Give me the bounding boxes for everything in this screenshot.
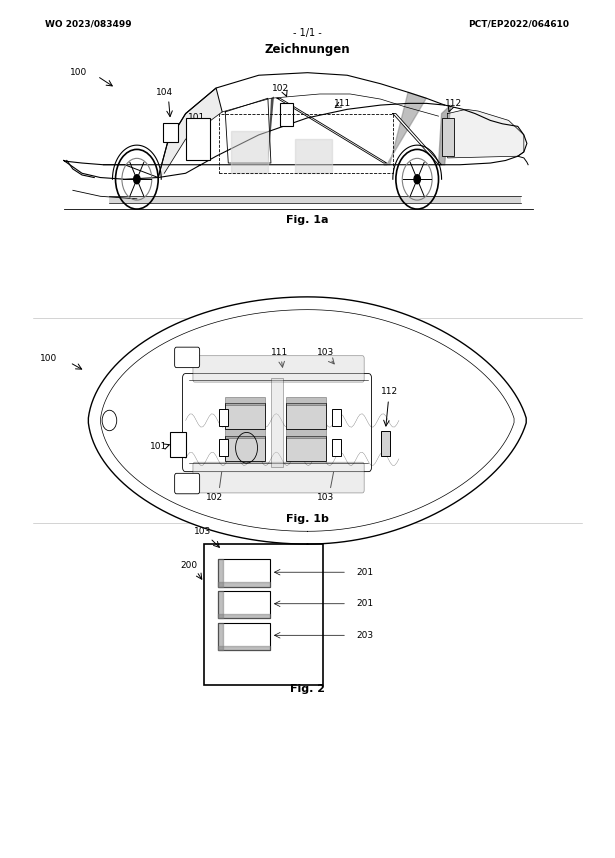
FancyBboxPatch shape [225, 436, 265, 462]
FancyBboxPatch shape [332, 409, 341, 426]
Text: 102: 102 [206, 492, 223, 502]
Text: WO 2023/083499: WO 2023/083499 [46, 20, 132, 28]
Polygon shape [218, 559, 223, 587]
Polygon shape [448, 109, 524, 158]
FancyBboxPatch shape [286, 396, 326, 405]
Circle shape [133, 175, 140, 184]
FancyBboxPatch shape [175, 474, 200, 494]
Text: 104: 104 [156, 88, 173, 97]
FancyBboxPatch shape [218, 623, 270, 650]
FancyBboxPatch shape [225, 403, 265, 429]
FancyBboxPatch shape [163, 123, 178, 142]
FancyBboxPatch shape [218, 591, 270, 619]
Text: 100: 100 [40, 353, 57, 363]
FancyBboxPatch shape [286, 403, 326, 429]
Polygon shape [225, 99, 271, 163]
Text: 201: 201 [356, 599, 373, 608]
Text: 201: 201 [356, 568, 373, 577]
Polygon shape [218, 645, 270, 650]
FancyBboxPatch shape [280, 102, 293, 126]
Text: 101: 101 [188, 112, 205, 122]
Polygon shape [384, 93, 426, 165]
Text: PCT/EP2022/064610: PCT/EP2022/064610 [469, 20, 569, 28]
Text: 112: 112 [445, 99, 462, 108]
Polygon shape [393, 113, 442, 165]
FancyBboxPatch shape [225, 429, 265, 438]
FancyBboxPatch shape [332, 439, 341, 456]
FancyBboxPatch shape [170, 432, 186, 457]
FancyBboxPatch shape [175, 347, 200, 367]
FancyBboxPatch shape [193, 462, 364, 493]
Polygon shape [109, 196, 521, 203]
FancyBboxPatch shape [225, 396, 265, 405]
Text: 111: 111 [334, 99, 352, 108]
Polygon shape [218, 614, 270, 619]
FancyBboxPatch shape [183, 373, 371, 472]
Text: 203: 203 [356, 631, 373, 640]
Polygon shape [277, 99, 387, 163]
Text: 102: 102 [271, 83, 288, 93]
Text: 112: 112 [381, 387, 399, 396]
FancyBboxPatch shape [381, 431, 390, 456]
Text: 200: 200 [180, 561, 197, 570]
Text: 103: 103 [317, 492, 335, 502]
FancyBboxPatch shape [271, 378, 283, 468]
Polygon shape [218, 591, 223, 619]
FancyBboxPatch shape [286, 429, 326, 438]
Polygon shape [89, 297, 526, 544]
Polygon shape [231, 130, 268, 173]
FancyBboxPatch shape [219, 409, 228, 426]
FancyBboxPatch shape [193, 356, 364, 382]
Text: 103: 103 [194, 527, 212, 535]
Polygon shape [218, 623, 223, 650]
FancyBboxPatch shape [218, 559, 270, 587]
Text: 101: 101 [149, 442, 167, 450]
FancyBboxPatch shape [186, 118, 210, 160]
Polygon shape [268, 97, 274, 165]
Polygon shape [438, 105, 451, 165]
Text: 103: 103 [317, 347, 335, 357]
Text: 111: 111 [271, 347, 288, 357]
Text: Fig. 2: Fig. 2 [290, 684, 325, 694]
FancyBboxPatch shape [219, 439, 228, 456]
Text: 102: 102 [206, 378, 223, 387]
FancyBboxPatch shape [442, 118, 454, 156]
Text: 100: 100 [70, 68, 87, 77]
Text: Fig. 1a: Fig. 1a [286, 215, 329, 225]
Text: - 1/1 -: - 1/1 - [293, 27, 322, 38]
FancyBboxPatch shape [204, 544, 323, 685]
Polygon shape [295, 139, 332, 173]
Circle shape [414, 175, 421, 184]
Polygon shape [218, 583, 270, 587]
Polygon shape [64, 103, 527, 179]
Text: Zeichnungen: Zeichnungen [264, 43, 351, 56]
Text: Fig. 1b: Fig. 1b [286, 513, 329, 523]
FancyBboxPatch shape [286, 436, 326, 462]
Polygon shape [158, 88, 222, 178]
